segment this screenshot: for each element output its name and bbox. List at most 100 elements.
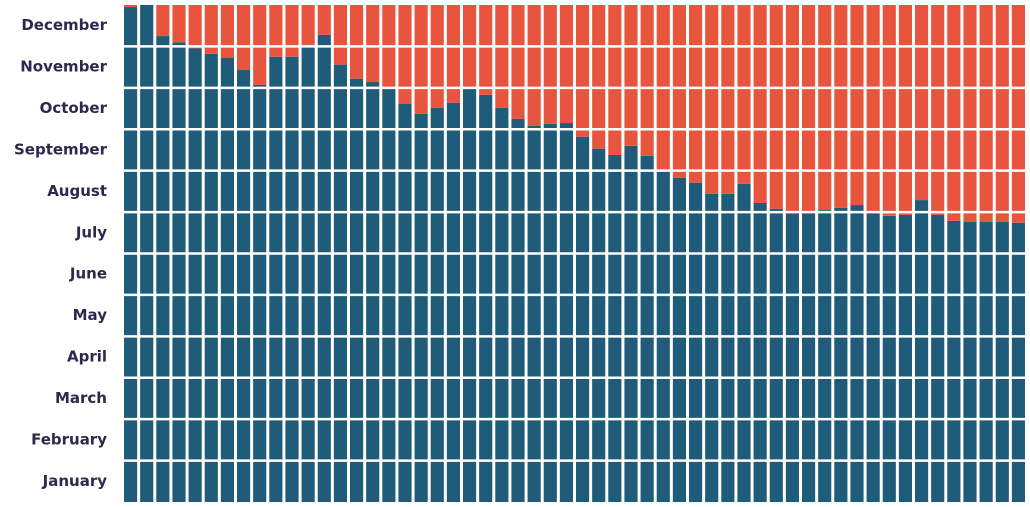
bar-segment	[834, 207, 848, 503]
bar-segment	[624, 5, 638, 146]
bar-segment	[995, 222, 1009, 503]
bar-segment	[172, 42, 186, 503]
bar-segment	[802, 212, 816, 503]
bar-segment	[495, 107, 509, 503]
bar-segment	[721, 193, 735, 503]
bar-segment	[705, 193, 719, 503]
bar-segment	[559, 123, 573, 502]
bar-segment	[317, 5, 331, 35]
bar-segment	[947, 220, 961, 503]
bar-segment	[237, 70, 251, 502]
y-category-label: June	[69, 265, 107, 283]
bar-segment	[576, 136, 590, 502]
bar-segment	[446, 102, 460, 502]
bar-segment	[333, 5, 347, 65]
bar-segment	[592, 148, 606, 503]
bar-segment	[414, 5, 428, 114]
bar-segment	[301, 5, 315, 45]
bar-segment	[963, 5, 977, 223]
bar-segment	[769, 5, 783, 209]
bar-segment	[721, 5, 735, 194]
bar-segment	[672, 5, 686, 178]
y-category-label: October	[40, 99, 108, 117]
bar-segment	[204, 5, 218, 54]
bar-segment	[769, 208, 783, 502]
y-category-label: April	[67, 348, 107, 366]
bar-segment	[898, 5, 912, 215]
bar-segment	[850, 205, 864, 503]
bar-segment	[253, 5, 267, 85]
y-category-label: February	[31, 430, 107, 448]
bar-segment	[317, 34, 331, 502]
bar-segment	[689, 5, 703, 183]
y-category-label: May	[73, 306, 108, 324]
bar-segment	[366, 5, 380, 83]
bar-segment	[430, 5, 444, 108]
bar-segment	[1011, 5, 1025, 223]
bar-segment	[866, 212, 880, 503]
bar-segment	[753, 5, 767, 203]
bar-segment	[624, 145, 638, 503]
bar-segment	[915, 5, 929, 201]
bar-segment	[834, 5, 848, 208]
y-category-label: September	[14, 140, 108, 158]
bar-segment	[285, 56, 299, 502]
bar-segment	[995, 5, 1009, 223]
bar-segment	[543, 123, 557, 502]
bar-segment	[543, 5, 557, 124]
bar-segment	[608, 154, 622, 502]
bar-segment	[511, 118, 525, 502]
bar-segment	[156, 5, 170, 37]
bar-segment	[753, 202, 767, 502]
bar-segment	[285, 5, 299, 57]
y-category-label: November	[20, 58, 107, 76]
bar-segment	[785, 5, 799, 213]
bar-segment	[576, 5, 590, 137]
y-category-label: December	[21, 16, 107, 34]
bar-segment	[479, 94, 493, 502]
bar-segment	[882, 5, 896, 216]
bar-segment	[301, 44, 315, 502]
bar-segment	[1011, 222, 1025, 502]
bar-segment	[979, 5, 993, 223]
y-category-label: March	[55, 389, 107, 407]
bar-segment	[640, 5, 654, 156]
bar-segment	[931, 5, 945, 215]
bar-segment	[188, 48, 202, 503]
bar-segment	[446, 5, 460, 103]
bar-segment	[430, 107, 444, 503]
bar-segment	[931, 214, 945, 503]
bar-segment	[640, 155, 654, 503]
bar-segment	[672, 177, 686, 502]
bar-segment	[333, 64, 347, 502]
bar-segment	[172, 5, 186, 43]
bar-segment	[527, 125, 541, 502]
y-category-label: August	[47, 182, 107, 200]
bar-segment	[479, 5, 493, 95]
bar-segment	[882, 215, 896, 502]
bar-segment	[253, 84, 267, 502]
bar-segment	[802, 5, 816, 213]
bar-segment	[979, 222, 993, 503]
bar-segment	[188, 5, 202, 49]
bar-segment	[818, 5, 832, 211]
bar-segment	[947, 5, 961, 221]
bar-segment	[124, 5, 138, 8]
bar-segment	[898, 214, 912, 503]
y-category-label: January	[42, 472, 108, 490]
bar-segment	[269, 56, 283, 502]
bar-segment	[366, 82, 380, 502]
bar-segment	[608, 5, 622, 155]
bar-segment	[592, 5, 606, 149]
bar-segment	[559, 5, 573, 124]
bar-segment	[737, 5, 751, 184]
bar-segment	[850, 5, 864, 206]
bar-segment	[350, 5, 364, 79]
bar-segment	[818, 210, 832, 502]
bar-segment	[414, 113, 428, 502]
bar-segment	[204, 53, 218, 502]
bar-segment	[156, 36, 170, 502]
bar-segment	[963, 222, 977, 503]
bar-segment	[511, 5, 525, 119]
